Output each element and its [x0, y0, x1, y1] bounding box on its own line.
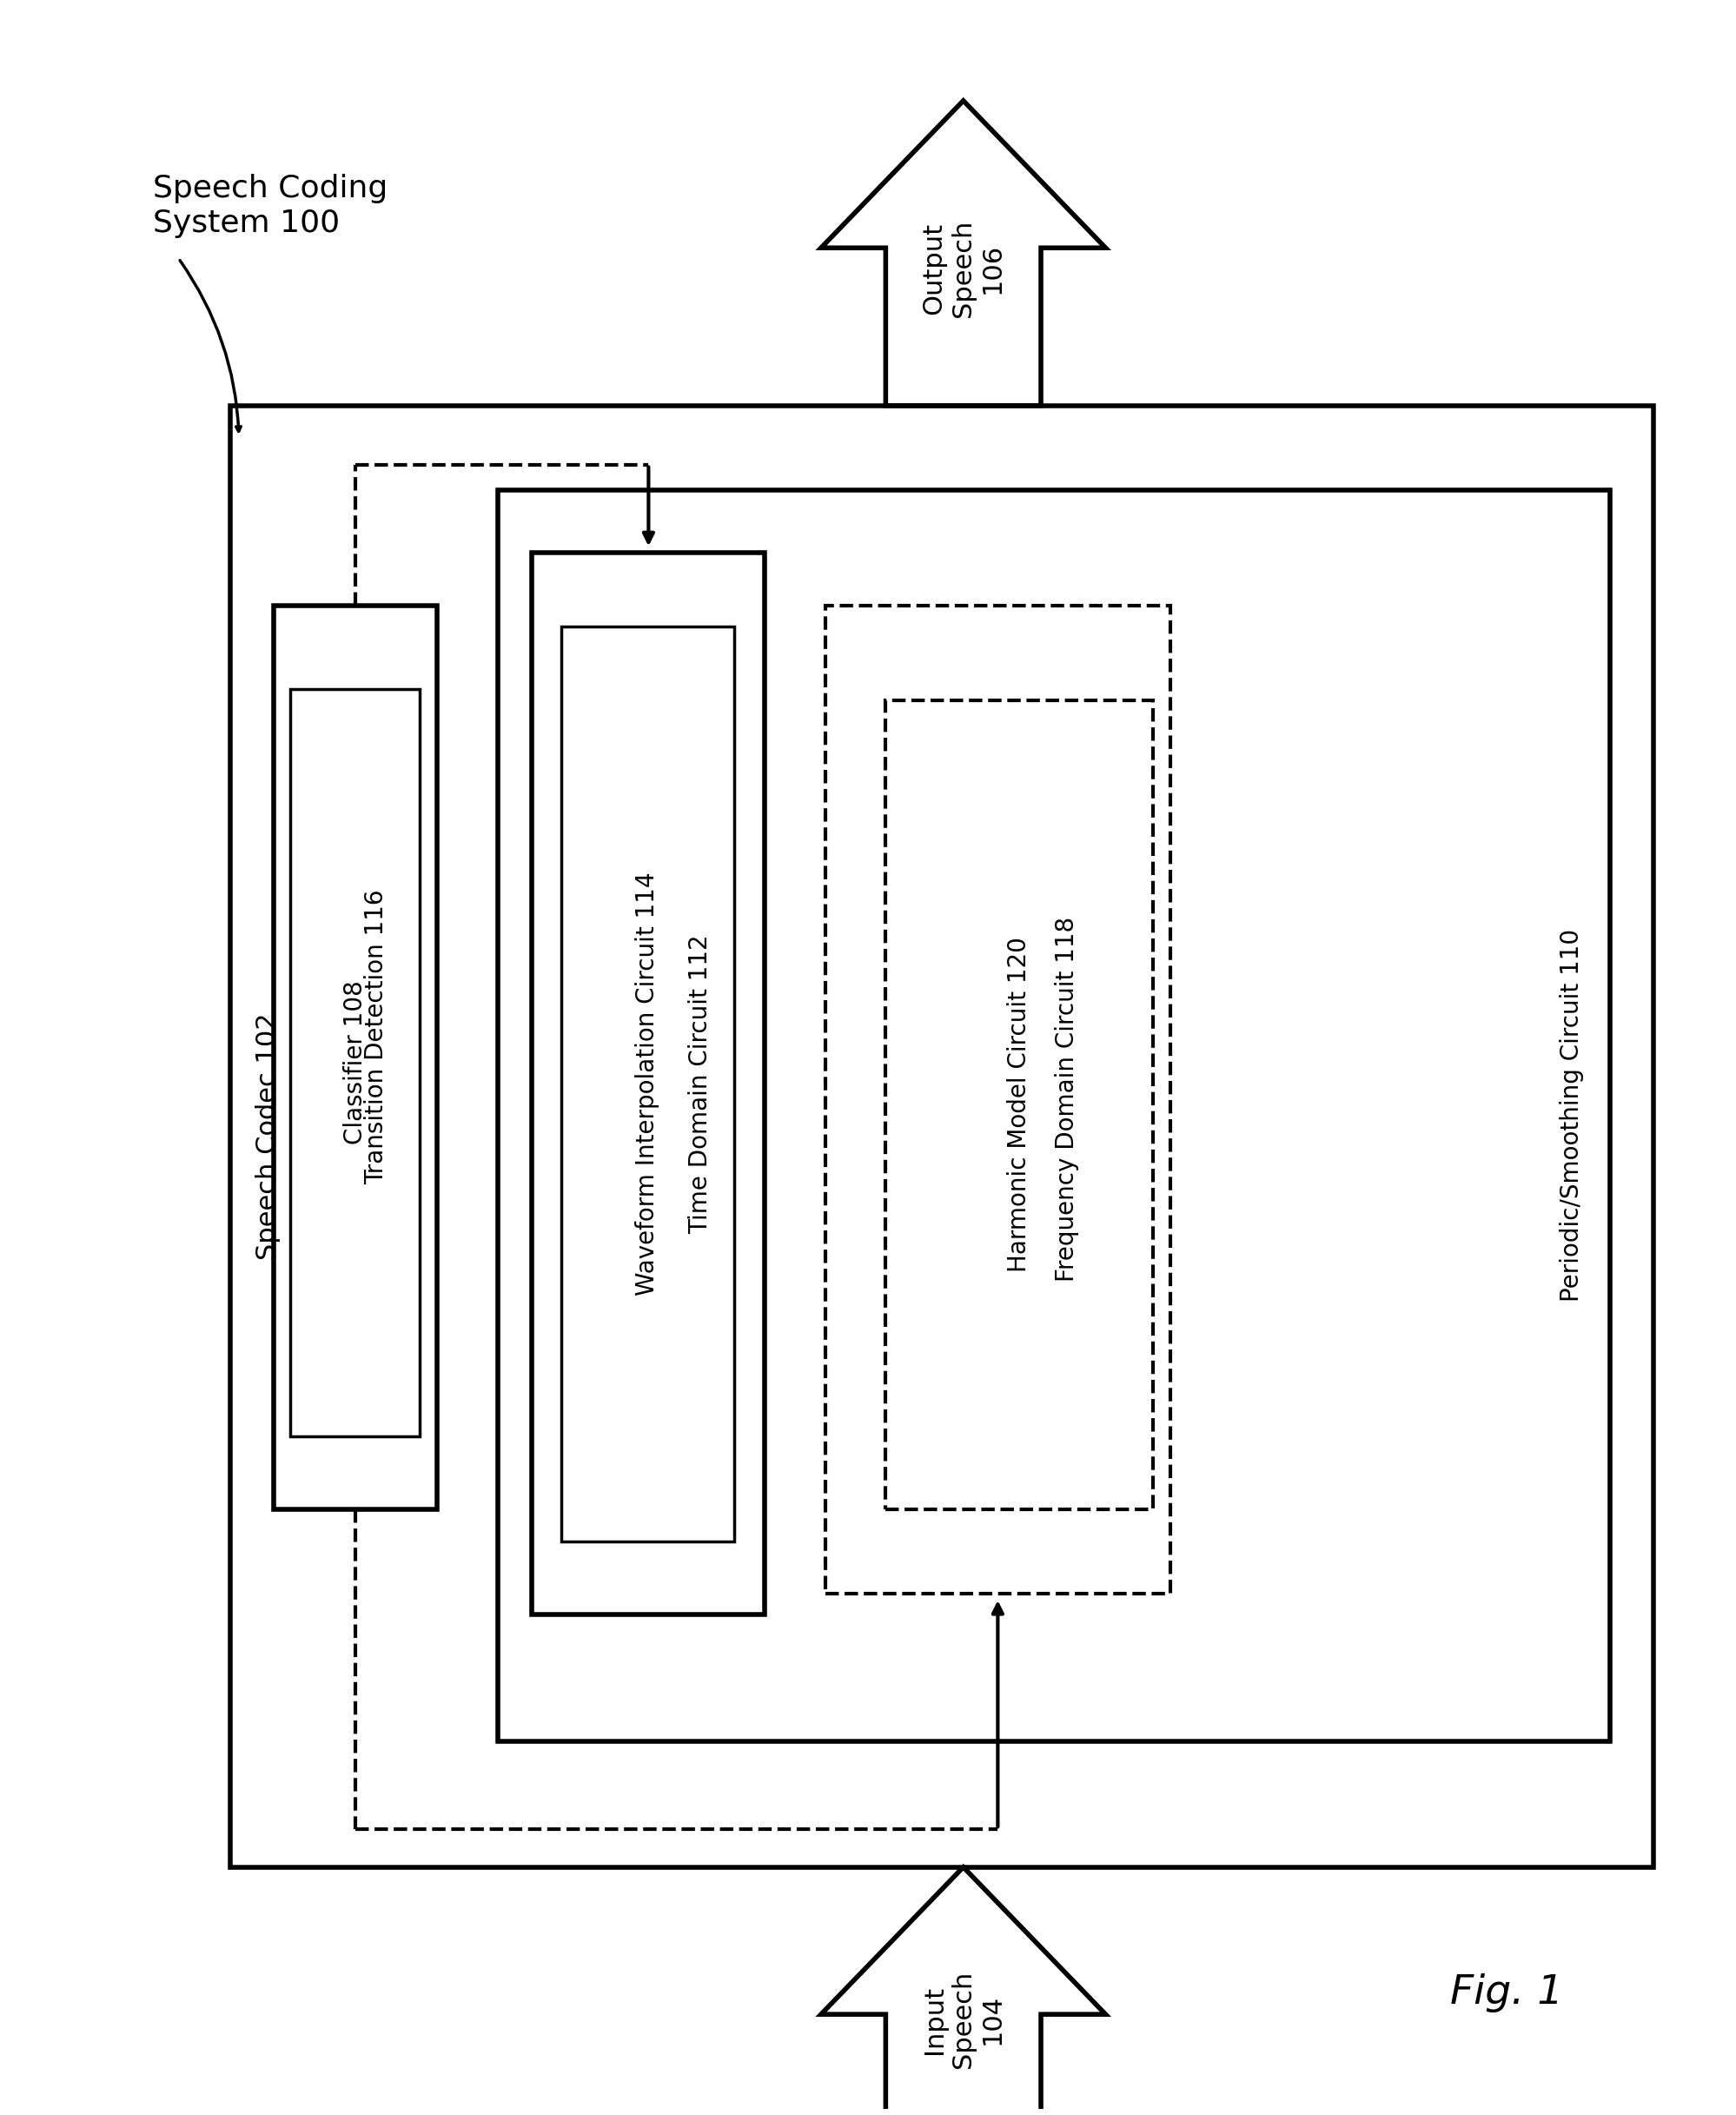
Bar: [273, 605, 437, 1510]
Bar: [561, 626, 734, 1542]
Text: Transition Detection 116: Transition Detection 116: [363, 888, 387, 1184]
Polygon shape: [821, 102, 1106, 406]
Text: Periodic/Smoothing Circuit 110: Periodic/Smoothing Circuit 110: [1559, 928, 1583, 1301]
Text: Harmonic Model Circuit 120: Harmonic Model Circuit 120: [1007, 937, 1031, 1273]
Bar: [825, 605, 1170, 1595]
Text: Waveform Interpolation Circuit 114: Waveform Interpolation Circuit 114: [635, 871, 660, 1296]
Text: Frequency Domain Circuit 118: Frequency Domain Circuit 118: [1054, 918, 1078, 1282]
Text: Fig. 1: Fig. 1: [1450, 1973, 1562, 2013]
Bar: [531, 552, 764, 1614]
Text: Output
Speech
106: Output Speech 106: [922, 220, 1005, 317]
Bar: [231, 406, 1653, 1868]
Text: Speech Codec 102: Speech Codec 102: [255, 1013, 281, 1261]
Bar: [290, 689, 420, 1436]
Text: Time Domain Circuit 112: Time Domain Circuit 112: [687, 935, 712, 1233]
Text: Input
Speech
104: Input Speech 104: [922, 1971, 1005, 2068]
Polygon shape: [821, 1868, 1106, 2115]
Text: Classifier 108: Classifier 108: [344, 981, 368, 1144]
Bar: [496, 491, 1609, 1741]
Text: Speech Coding
System 100: Speech Coding System 100: [153, 173, 387, 237]
Bar: [885, 700, 1153, 1510]
